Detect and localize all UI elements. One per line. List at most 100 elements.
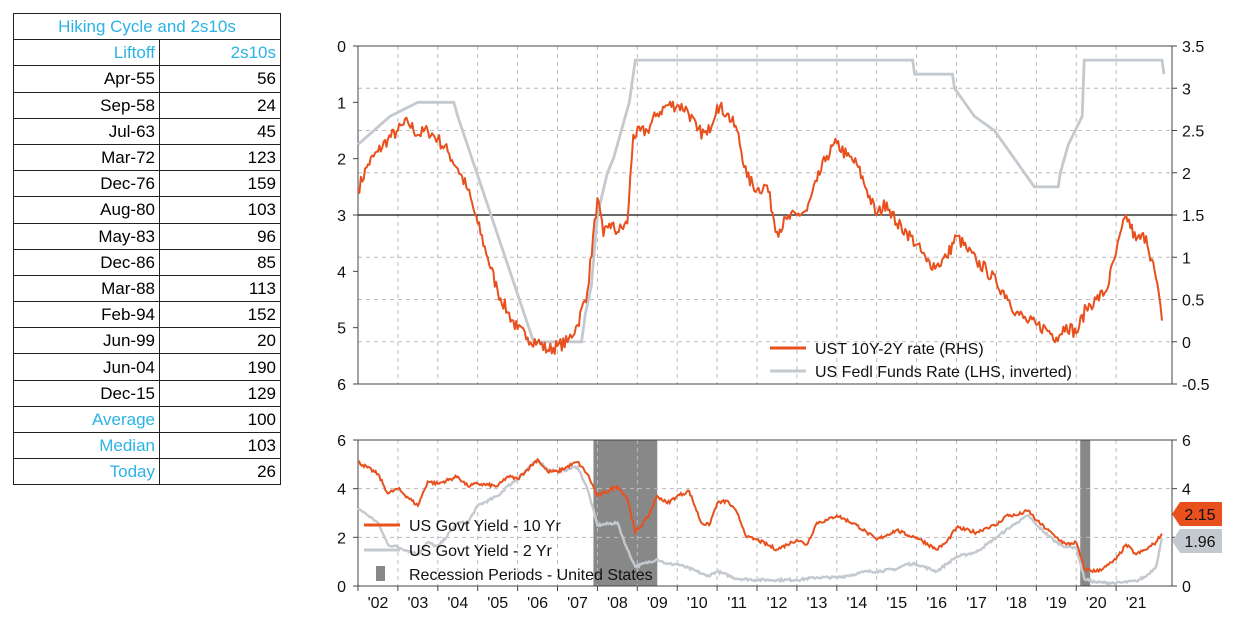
- x-tick-label: '16: [926, 595, 947, 612]
- liftoff-cell: Aug-80: [13, 196, 160, 224]
- top-right-tick-label: 1.5: [1182, 208, 1204, 225]
- top-left-tick-label: 5: [337, 321, 346, 338]
- x-tick-label: '21: [1126, 595, 1147, 612]
- x-tick-label: '14: [846, 595, 867, 612]
- top-left-tick-label: 3: [337, 208, 346, 225]
- summary-row-average: Average 100: [13, 405, 281, 434]
- legend-label-2yr: US Govt Yield - 2 Yr: [409, 543, 553, 560]
- recession-band: [1080, 440, 1091, 586]
- table-row: Mar-88 113: [13, 274, 281, 303]
- x-tick-label: '07: [567, 595, 588, 612]
- spread-cell: 190: [159, 353, 281, 381]
- liftoff-cell: Mar-88: [13, 274, 160, 303]
- table-row: Feb-94 152: [13, 301, 281, 329]
- table-row: Jul-63 45: [13, 117, 281, 145]
- bottom-left-tick-label: 0: [337, 579, 346, 596]
- x-tick-label: '02: [368, 595, 389, 612]
- top-left-tick-label: 0: [337, 39, 346, 56]
- x-tick-label: '11: [727, 595, 747, 612]
- end-label-2yr-box: [1172, 529, 1222, 553]
- bottom-left-tick-label: 6: [337, 433, 346, 450]
- yield-10yr-line: [357, 457, 1163, 574]
- table-row: Dec-76 159: [13, 170, 281, 198]
- liftoff-cell: May-83: [13, 222, 160, 250]
- x-tick-label: '03: [407, 595, 428, 612]
- x-tick-label: '17: [966, 595, 987, 612]
- legend-swatch-recession: [376, 566, 385, 581]
- table-row: Aug-80 103: [13, 196, 281, 224]
- bottom-left-tick-label: 4: [337, 482, 346, 499]
- legend-label-spread: UST 10Y-2Y rate (RHS): [815, 341, 984, 358]
- spread-cell: 96: [159, 222, 281, 250]
- summary-value: 103: [159, 431, 281, 460]
- x-tick-label: '18: [1006, 595, 1027, 612]
- top-left-tick-label: 1: [337, 95, 346, 112]
- summary-label: Average: [13, 405, 160, 434]
- liftoff-cell: Jul-63: [13, 117, 160, 145]
- table-row: May-83 96: [13, 222, 281, 250]
- bottom-chart: 02460246'02'03'04'05'06'07'08'09'10'11'1…: [337, 433, 1222, 612]
- header-liftoff: Liftoff: [13, 39, 160, 67]
- liftoff-cell: Mar-72: [13, 143, 160, 172]
- spread-cell: 45: [159, 117, 281, 145]
- x-tick-label: '06: [527, 595, 548, 612]
- x-tick-label: '15: [886, 595, 907, 612]
- spread-cell: 123: [159, 143, 281, 172]
- x-tick-label: '20: [1086, 595, 1107, 612]
- spread-cell: 103: [159, 196, 281, 224]
- x-tick-label: '12: [767, 595, 788, 612]
- top-right-tick-label: 2: [1182, 166, 1191, 183]
- table-row: Jun-99 20: [13, 327, 281, 355]
- spread-cell: 24: [159, 91, 281, 119]
- x-tick-label: '08: [607, 595, 628, 612]
- spread-line: [357, 100, 1163, 355]
- yield-2yr-line: [357, 457, 1164, 587]
- top-chart: 0 1 2 3 4 5 6 3.5 3 2.5 2 1.5 1 0.5 0 -0.5 UST 10Y-2Y ra…: [337, 39, 1210, 394]
- table-title: Hiking Cycle and 2s10s: [13, 12, 281, 41]
- spread-cell: 159: [159, 170, 281, 198]
- top-left-tick-label: 2: [337, 152, 346, 169]
- x-tick-label: '19: [1046, 595, 1067, 612]
- fed-funds-line: [357, 58, 1166, 344]
- x-tick-label: '04: [447, 595, 468, 612]
- legend-label-recession: Recession Periods - United States: [409, 567, 653, 584]
- summary-row-median: Median 103: [13, 431, 281, 460]
- summary-label: Median: [13, 431, 160, 460]
- liftoff-cell: Jun-04: [13, 353, 160, 381]
- summary-value: 26: [159, 458, 281, 486]
- x-tick-label: '09: [647, 595, 668, 612]
- table-row: Dec-15 129: [13, 379, 281, 407]
- summary-row-today: Today 26: [13, 458, 281, 486]
- bottom-right-tick-label: 6: [1182, 433, 1191, 450]
- top-right-tick-label: -0.5: [1182, 377, 1210, 394]
- bottom-left-tick-label: 2: [337, 530, 346, 547]
- end-label-10yr-box: [1172, 502, 1222, 526]
- bottom-right-tick-label: 4: [1182, 482, 1191, 499]
- top-left-tick-label: 6: [337, 377, 346, 394]
- table-row: Mar-72 123: [13, 143, 281, 172]
- top-right-tick-label: 3.5: [1182, 39, 1204, 56]
- legend-label-10yr: US Govt Yield - 10 Yr: [409, 518, 561, 535]
- liftoff-cell: Apr-55: [13, 65, 160, 93]
- table-row: Jun-04 190: [13, 353, 281, 381]
- liftoff-cell: Dec-76: [13, 170, 160, 198]
- top-right-tick-label: 3: [1182, 81, 1191, 98]
- top-left-tick-label: 4: [337, 264, 346, 281]
- table-row: Sep-58 24: [13, 91, 281, 119]
- end-label-10yr: 2.15: [1184, 507, 1215, 524]
- bottom-plot-frame: [357, 439, 1173, 587]
- x-tick-label: '10: [687, 595, 708, 612]
- top-right-tick-label: 2.5: [1182, 124, 1204, 141]
- x-tick-label: '05: [487, 595, 508, 612]
- hiking-cycle-table: Hiking Cycle and 2s10s Liftoff 2s10s Apr…: [13, 12, 281, 486]
- table-row: Apr-55 56: [13, 65, 281, 93]
- liftoff-cell: Dec-15: [13, 379, 160, 407]
- top-right-tick-label: 0: [1182, 335, 1191, 352]
- legend-label-fed-funds: US Fedl Funds Rate (LHS, inverted): [815, 364, 1072, 381]
- x-tick-label: '13: [806, 595, 827, 612]
- end-label-2yr: 1.96: [1184, 534, 1215, 551]
- spread-cell: 56: [159, 65, 281, 93]
- top-right-tick-label: 0.5: [1182, 293, 1204, 310]
- summary-label: Today: [13, 458, 160, 486]
